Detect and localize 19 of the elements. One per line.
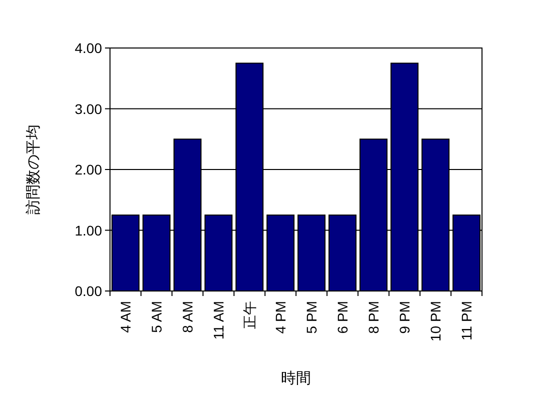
x-tick-label: 4 AM — [118, 301, 134, 333]
x-tick-label: 5 AM — [148, 301, 164, 333]
x-tick-label: 4 PM — [272, 301, 288, 334]
x-tick-label: 11 AM — [210, 301, 226, 340]
x-tick-label: 8 AM — [180, 301, 196, 333]
x-tick-label: 9 PM — [396, 301, 412, 334]
x-tick-label: 8 PM — [366, 301, 382, 334]
y-tick-label: 4.00 — [74, 40, 102, 56]
x-tick-label: 10 PM — [428, 301, 444, 342]
x-tick-label: 5 PM — [304, 301, 320, 334]
x-tick-label: 6 PM — [334, 301, 350, 334]
y-tick-label: 0.00 — [74, 283, 102, 299]
y-tick-label: 1.00 — [74, 222, 102, 238]
y-tick-label: 3.00 — [74, 100, 102, 117]
x-tick-label: 正午 — [242, 301, 258, 329]
x-tick-label: 11 PM — [458, 301, 474, 340]
y-axis-title: 訪問数の平均 — [25, 124, 42, 214]
y-tick-label: 2.00 — [74, 162, 102, 178]
x-axis-title: 時間 — [281, 370, 311, 387]
